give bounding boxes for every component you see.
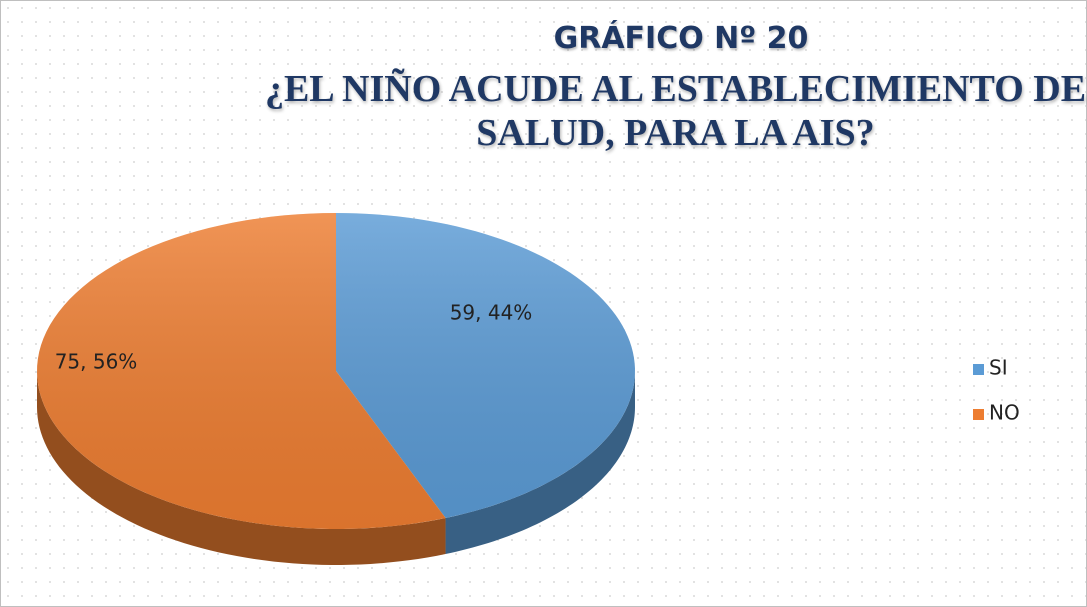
- chart-subtitle: ¿EL NIÑO ACUDE AL ESTABLECIMIENTO DE SAL…: [264, 68, 1087, 154]
- data-label: 59, 44%: [450, 301, 533, 325]
- data-label: 75, 56%: [55, 350, 138, 374]
- slice-shade: [37, 213, 446, 529]
- slice-side: [445, 371, 635, 555]
- slice-shade: [336, 213, 635, 519]
- legend-swatch: [973, 364, 984, 375]
- legend-label: SI: [989, 356, 1008, 380]
- slice-side: [37, 371, 446, 565]
- legend-swatch: [973, 409, 984, 420]
- chart-title: GRÁFICO Nº 20: [553, 21, 809, 56]
- legend-label: NO: [989, 401, 1020, 425]
